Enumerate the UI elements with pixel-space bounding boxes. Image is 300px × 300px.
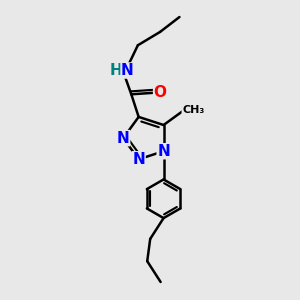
Text: N: N	[157, 144, 170, 159]
Text: N: N	[121, 63, 134, 78]
Text: N: N	[117, 130, 130, 146]
Text: CH₃: CH₃	[182, 104, 204, 115]
Text: O: O	[154, 85, 166, 100]
Text: H: H	[109, 63, 122, 78]
Text: N: N	[132, 152, 145, 167]
